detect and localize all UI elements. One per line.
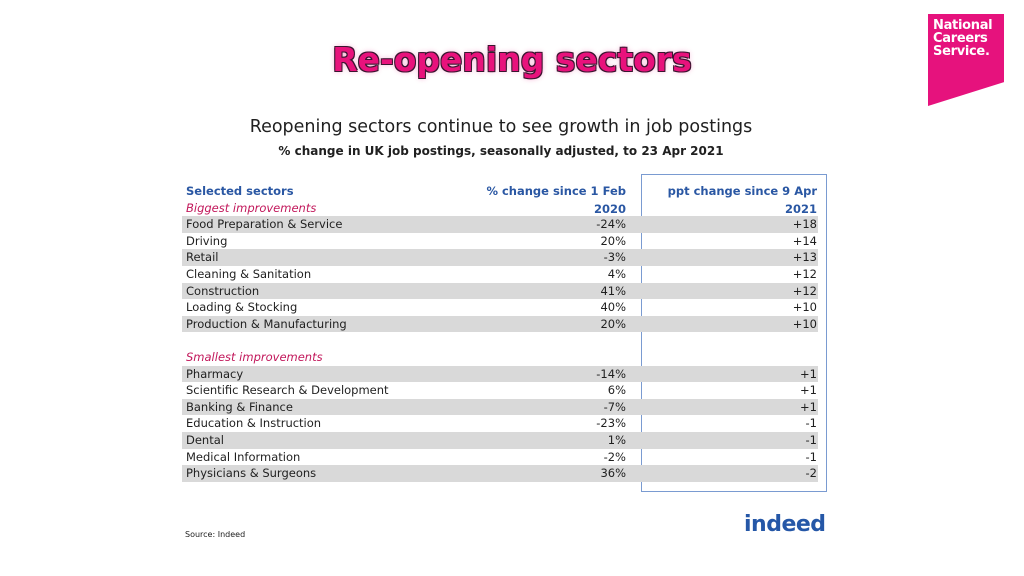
table-row: Pharmacy -14% +1 [182, 365, 818, 383]
table-row: Construction 41% +12 [182, 282, 818, 300]
logo-line: Service. [933, 44, 990, 59]
cell-pct: -23% [596, 416, 626, 431]
cell-ppt: -2 [805, 466, 817, 481]
table-row: Production & Manufacturing 20% +10 [182, 315, 818, 333]
table-row: Medical Information -2% -1 [182, 449, 818, 466]
cell-pct: -14% [596, 366, 626, 381]
cell-ppt: +1 [800, 366, 817, 381]
cell-ppt: +1 [800, 399, 817, 414]
table-row: Scientific Research & Development 6% +1 [182, 382, 818, 399]
table-subtitle: % change in UK job postings, seasonally … [278, 144, 724, 158]
table-row: Loading & Stocking 40% +10 [182, 299, 818, 316]
table-row: Cleaning & Sanitation 4% +12 [182, 266, 818, 283]
cell-sector: Dental [186, 433, 224, 447]
cell-ppt: -1 [805, 416, 817, 431]
slide-title: Re-opening sectors [332, 40, 692, 79]
cell-sector: Retail [186, 250, 219, 265]
table-title: Reopening sectors continue to see growth… [249, 117, 753, 137]
cell-pct: 36% [600, 466, 626, 481]
cell-pct: -3% [603, 250, 626, 265]
cell-ppt: +10 [792, 316, 817, 331]
cell-ppt: +12 [792, 283, 817, 298]
cell-sector: Construction [186, 283, 260, 298]
cell-ppt: +18 [792, 217, 817, 232]
header-sector: Selected sectors [186, 184, 294, 198]
table-row: Driving 20% +14 [182, 233, 818, 250]
cell-sector: Physicians & Surgeons [186, 466, 317, 481]
cell-pct: 4% [607, 266, 626, 281]
cell-ppt: +14 [792, 233, 817, 248]
table-row: Food Preparation & Service -24% +18 [182, 216, 818, 233]
logo-line: Careers [933, 31, 988, 46]
cell-ppt: -1 [805, 449, 817, 464]
cell-pct: 41% [600, 283, 626, 298]
cell-pct: -7% [603, 399, 626, 414]
cell-pct: 6% [607, 383, 626, 398]
table-row: Retail -3% +13 [182, 249, 818, 266]
table-row: Physicians & Surgeons 36% -2 [182, 465, 818, 482]
group-label: Smallest improvements [186, 350, 323, 364]
cell-sector: Pharmacy [186, 366, 244, 381]
cell-ppt: +13 [792, 250, 817, 265]
cell-ppt: -1 [805, 433, 817, 447]
cell-ppt: +1 [800, 383, 817, 398]
cell-pct: 20% [600, 316, 626, 331]
source-note: Source: Indeed [185, 530, 246, 539]
cell-sector: Production & Manufacturing [186, 316, 347, 331]
table-row: Dental 1% -1 [182, 432, 818, 449]
cell-sector: Medical Information [186, 449, 301, 464]
cell-sector: Cleaning & Sanitation [186, 266, 312, 281]
header-pct-change: % change since 1 Feb 2020 [486, 184, 626, 216]
cell-sector: Education & Instruction [186, 416, 322, 431]
cell-sector: Driving [186, 233, 228, 248]
cell-sector: Banking & Finance [186, 399, 293, 414]
cell-sector: Loading & Stocking [186, 300, 298, 315]
cell-pct: 40% [600, 300, 626, 315]
cell-pct: -24% [596, 217, 626, 232]
national-careers-service-logo: National Careers Service. [928, 14, 1004, 106]
cell-sector: Food Preparation & Service [186, 217, 343, 232]
cell-ppt: +12 [792, 266, 817, 281]
header-ppt-change: ppt change since 9 Apr 2021 [667, 184, 817, 216]
cell-ppt: +10 [792, 300, 817, 315]
ppt-column-highlight-frame [641, 174, 827, 492]
cell-pct: 20% [600, 233, 626, 248]
group-label: Biggest improvements [186, 200, 317, 215]
indeed-logo: indeed [744, 512, 826, 537]
cell-pct: -2% [603, 449, 626, 464]
cell-sector: Scientific Research & Development [186, 383, 389, 398]
table-row: Banking & Finance -7% +1 [182, 398, 818, 416]
logo-line: National [933, 18, 993, 33]
table-row: Education & Instruction -23% -1 [182, 415, 818, 432]
cell-pct: 1% [607, 433, 626, 447]
